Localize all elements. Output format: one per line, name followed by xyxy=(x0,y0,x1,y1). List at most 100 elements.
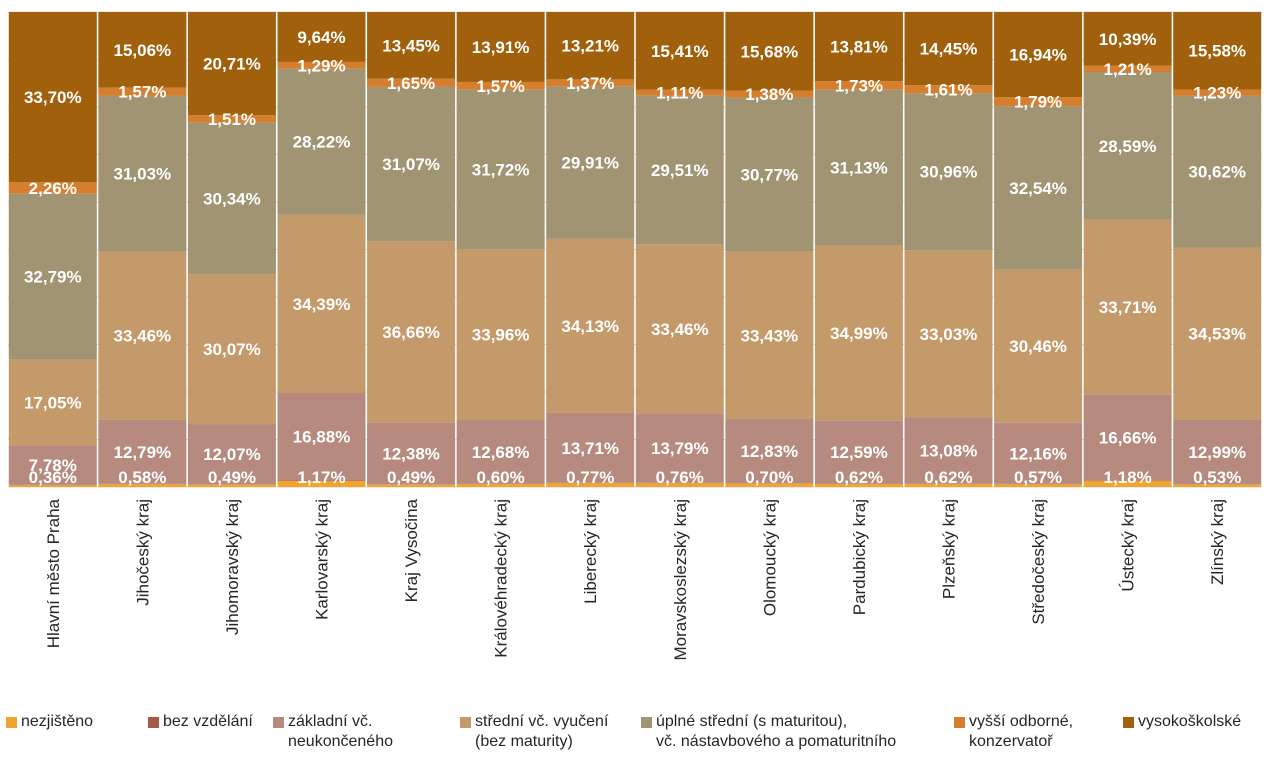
data-label: 31,72% xyxy=(472,161,530,180)
data-label: 30,62% xyxy=(1188,163,1246,182)
data-label: 34,53% xyxy=(1188,325,1246,344)
data-label: 13,45% xyxy=(382,36,440,55)
bar-segment xyxy=(725,97,814,252)
data-label: 28,59% xyxy=(1099,137,1157,156)
bar-segment xyxy=(1083,394,1172,481)
data-label: 0,57% xyxy=(1014,468,1062,487)
data-label: 1,21% xyxy=(1104,60,1152,79)
x-axis-tick-labels: Hlavní město Praha Jihočeský kraj Jihomora… xyxy=(44,498,1227,660)
data-label: 16,88% xyxy=(293,428,351,447)
bar-segment xyxy=(725,12,814,91)
bar-segment xyxy=(546,79,635,87)
data-label: 0,49% xyxy=(208,468,256,487)
bar-segment xyxy=(277,12,366,62)
bar-segment xyxy=(546,238,635,413)
legend-label: vysokoškolské xyxy=(1138,713,1242,730)
data-label: 32,79% xyxy=(24,268,82,287)
data-label: 2,26% xyxy=(29,179,77,198)
bar-segment xyxy=(904,417,993,484)
data-label: 30,46% xyxy=(1009,337,1067,356)
data-label: 0,77% xyxy=(566,468,614,487)
data-label: 13,71% xyxy=(561,439,619,458)
bar-segment xyxy=(814,81,903,90)
bar-segment xyxy=(1173,95,1262,248)
legend-swatch xyxy=(641,717,652,728)
bar-segment xyxy=(994,12,1083,98)
x-tick-label: Královéhradecký kraj xyxy=(492,499,511,658)
bar-segment xyxy=(367,86,456,242)
bar-segment xyxy=(98,95,187,252)
legend-label: vyšší odborné, konzervatoř xyxy=(969,713,1074,750)
data-label: 1,17% xyxy=(297,468,345,487)
bar-segment xyxy=(456,483,545,487)
x-tick-label: Ústecký kraj xyxy=(1119,499,1138,592)
legend-item: vyšší odborné, konzervatoř xyxy=(954,712,1073,752)
x-tick-label: Jihočeský kraj xyxy=(133,499,152,606)
data-label: 13,79% xyxy=(651,439,709,458)
data-label: 1,11% xyxy=(656,84,703,103)
data-label: 16,94% xyxy=(1009,46,1067,65)
bar-segment xyxy=(456,81,545,90)
legend: nezjištěno bez vzdělání základní vč. neuko… xyxy=(0,712,1267,761)
bar-segment xyxy=(1083,71,1172,220)
data-label: 33,71% xyxy=(1099,298,1157,317)
bar-segment xyxy=(98,419,187,484)
bar-segment xyxy=(1173,89,1262,96)
data-label: 12,79% xyxy=(114,443,172,462)
bar-segment xyxy=(187,274,276,425)
bar-segment xyxy=(1083,480,1172,481)
bar-segment xyxy=(814,89,903,246)
bar-segment xyxy=(367,484,456,487)
bar-segment xyxy=(814,245,903,421)
bar-segment xyxy=(8,12,97,183)
data-label: 1,51% xyxy=(208,110,256,129)
x-tick-label: Středočeský kraj xyxy=(1029,499,1048,625)
bar-segment xyxy=(1173,12,1262,90)
data-label: 15,41% xyxy=(651,42,709,61)
x-tick-label: Karlovarský kraj xyxy=(313,499,332,620)
data-label: 31,03% xyxy=(114,165,172,184)
bar-segment xyxy=(8,445,97,485)
data-label: 14,45% xyxy=(920,40,978,59)
bar-segment xyxy=(635,483,724,487)
data-label: 12,68% xyxy=(472,443,530,462)
data-label: 31,07% xyxy=(382,155,440,174)
legend-item: střední vč. vyučení (bez maturity) xyxy=(460,712,608,752)
data-label: 0,53% xyxy=(1193,468,1241,487)
bar-segment xyxy=(98,12,187,88)
data-label: 17,05% xyxy=(24,393,82,412)
bar-segment xyxy=(546,12,635,80)
data-label: 30,96% xyxy=(920,163,978,182)
bar-segment xyxy=(8,359,97,446)
bar-segment xyxy=(8,182,97,194)
data-label: 20,71% xyxy=(203,55,261,74)
data-label: 15,68% xyxy=(741,42,799,61)
data-label: 1,79% xyxy=(1014,93,1062,112)
bar-segment xyxy=(367,78,456,87)
data-label: 13,91% xyxy=(472,38,530,57)
bar-segment xyxy=(187,484,276,487)
data-label: 30,34% xyxy=(203,189,261,208)
bar-segment xyxy=(1173,247,1262,420)
data-label: 0,76% xyxy=(656,468,704,487)
x-tick-label: Plzeňský kraj xyxy=(940,499,959,599)
data-label: 10,39% xyxy=(1099,30,1157,49)
legend-item: úplné střední (s maturitou), vč. nástavb… xyxy=(641,712,896,752)
bar-segment xyxy=(98,251,187,420)
bar-segment xyxy=(277,214,366,394)
legend-label: nezjištěno xyxy=(21,713,94,730)
data-label: 1,29% xyxy=(297,56,345,75)
bar-segment xyxy=(904,12,993,86)
bar-segment xyxy=(635,89,724,96)
data-label: 9,64% xyxy=(297,28,345,47)
x-tick-label: Liberecký kraj xyxy=(581,499,600,604)
bar-segment xyxy=(8,485,97,487)
bar-segment xyxy=(546,412,635,483)
bar-segment xyxy=(904,85,993,94)
x-tick-label: Hlavní město Praha xyxy=(44,498,63,648)
legend-label: bez vzdělání xyxy=(163,713,253,730)
data-label: 12,83% xyxy=(741,442,799,461)
bar-segment xyxy=(994,106,1083,270)
data-label: 1,61% xyxy=(924,80,972,99)
data-label: 1,57% xyxy=(477,77,525,96)
